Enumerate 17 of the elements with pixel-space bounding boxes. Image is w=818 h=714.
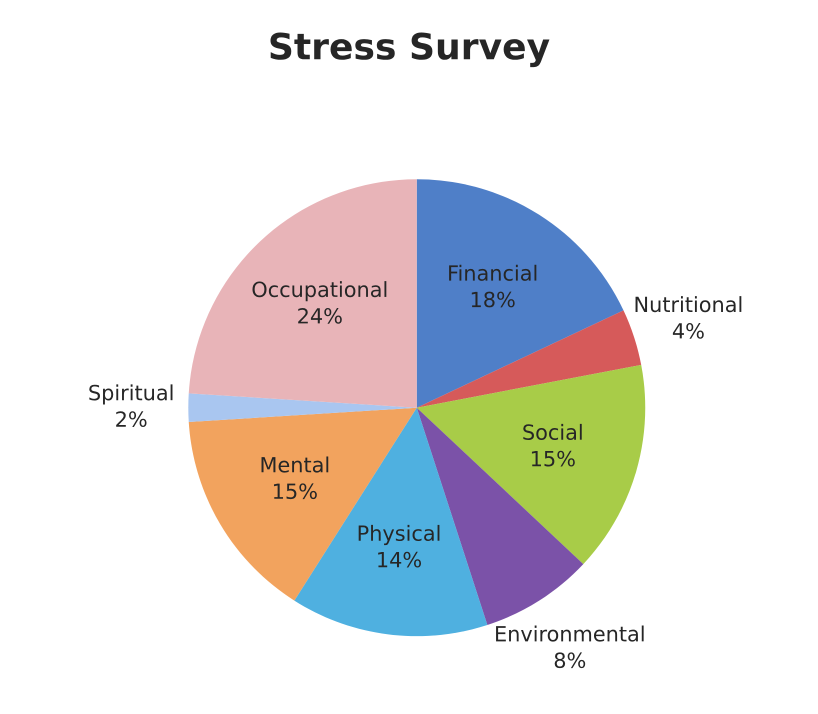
slice-label: Mental: [262, 456, 328, 473]
chart-title: Stress Survey: [270, 32, 550, 68]
data-label: 2%: [116, 411, 147, 427]
data-label: 18%: [472, 292, 515, 308]
data-label: 8%: [554, 652, 586, 668]
slice-label: Financial: [449, 264, 536, 281]
slice-label: Spiritual: [89, 384, 172, 405]
data-label: 24%: [298, 308, 342, 324]
data-label: 15%: [274, 483, 317, 500]
slice-label: Social: [523, 424, 582, 440]
data-label: 14%: [378, 552, 422, 568]
slice-label: Nutritional: [636, 296, 742, 312]
slice-label: Physical: [358, 524, 440, 546]
data-label: 15%: [532, 450, 575, 467]
slice-label: Occupational: [252, 281, 386, 302]
data-label: 4%: [672, 322, 704, 339]
slice-label: Environmental: [496, 626, 644, 642]
